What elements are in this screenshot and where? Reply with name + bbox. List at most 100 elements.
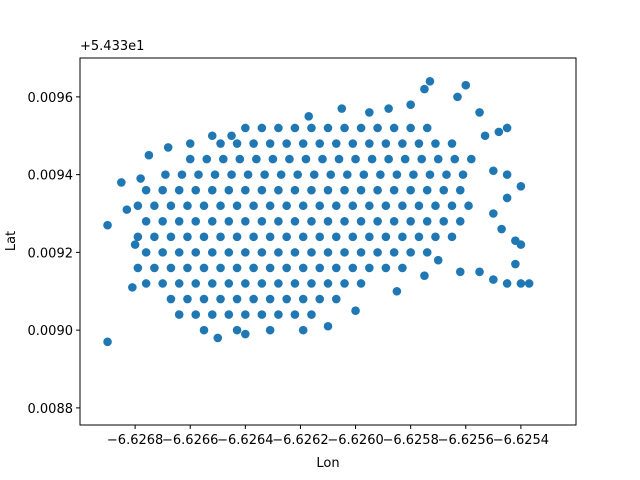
point <box>274 123 283 133</box>
point <box>356 185 366 195</box>
point <box>307 279 316 288</box>
point <box>207 216 217 226</box>
point <box>381 139 391 148</box>
point <box>494 127 504 137</box>
point <box>141 216 151 226</box>
point <box>431 201 440 211</box>
point <box>524 279 534 288</box>
point <box>191 185 201 195</box>
point <box>282 201 291 211</box>
point <box>141 185 151 195</box>
point <box>257 248 267 257</box>
point <box>422 216 432 226</box>
point <box>232 232 242 242</box>
point <box>406 123 415 133</box>
point <box>133 232 143 242</box>
point <box>216 232 225 242</box>
point <box>381 201 391 211</box>
point <box>309 170 319 179</box>
point <box>298 325 308 335</box>
point <box>166 263 176 273</box>
point <box>417 154 426 164</box>
point <box>150 263 159 273</box>
point <box>136 174 145 183</box>
y-tick-label: 0.0096 <box>28 91 74 106</box>
point <box>199 325 209 335</box>
point <box>257 310 267 319</box>
point <box>392 170 402 179</box>
point <box>265 263 275 273</box>
point <box>282 139 291 148</box>
point <box>224 248 234 257</box>
point <box>323 279 333 288</box>
x-tick-label: −6.6256 <box>438 433 494 448</box>
point <box>177 170 187 179</box>
point <box>365 108 374 117</box>
point <box>422 123 432 133</box>
point <box>331 294 341 304</box>
point <box>447 232 457 242</box>
x-axis-label: Lon <box>316 456 339 471</box>
point <box>373 185 382 195</box>
point <box>298 232 308 242</box>
point <box>298 263 308 273</box>
y-axis-label: Lat <box>4 231 19 251</box>
point <box>174 248 184 257</box>
point <box>439 216 449 226</box>
point <box>174 185 184 195</box>
point <box>431 139 440 148</box>
point <box>298 139 308 148</box>
point <box>307 310 316 319</box>
point <box>400 154 410 164</box>
point <box>293 170 302 179</box>
point <box>497 224 506 234</box>
point <box>442 170 451 179</box>
point <box>450 154 460 164</box>
point <box>422 185 432 195</box>
point <box>359 170 369 179</box>
point <box>348 201 358 211</box>
point <box>334 154 344 164</box>
point <box>128 283 137 292</box>
point <box>315 201 325 211</box>
point <box>241 248 250 257</box>
point <box>301 154 311 164</box>
point <box>414 139 424 148</box>
point <box>337 104 347 113</box>
point <box>475 267 484 277</box>
point <box>389 185 399 195</box>
point <box>389 123 399 133</box>
point <box>298 201 308 211</box>
point <box>141 279 151 288</box>
point <box>166 232 176 242</box>
point <box>232 201 242 211</box>
point <box>511 259 520 269</box>
point <box>249 294 258 304</box>
point <box>384 154 393 164</box>
point <box>158 216 167 226</box>
point <box>185 154 195 164</box>
point <box>122 205 132 214</box>
point <box>406 248 415 257</box>
point <box>365 232 374 242</box>
point <box>285 154 294 164</box>
point <box>447 139 457 148</box>
point <box>398 139 407 148</box>
point <box>274 185 283 195</box>
point <box>516 181 526 191</box>
point <box>307 216 316 226</box>
x-tick-label: −6.6260 <box>327 433 383 448</box>
point <box>241 279 250 288</box>
point <box>365 201 374 211</box>
point <box>282 263 291 273</box>
point <box>398 232 407 242</box>
point <box>207 185 217 195</box>
point <box>373 123 382 133</box>
point <box>218 154 228 164</box>
point <box>257 279 267 288</box>
point <box>455 267 465 277</box>
y-tick-label: 0.0094 <box>28 169 74 184</box>
point <box>433 255 443 265</box>
point <box>166 201 176 211</box>
point <box>373 216 382 226</box>
